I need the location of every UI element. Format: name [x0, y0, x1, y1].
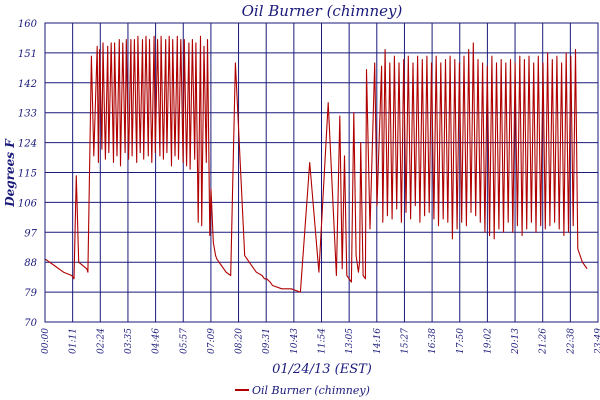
x-tick-label: 00:00 [41, 328, 51, 354]
y-tick-label: 79 [24, 288, 37, 299]
y-tick-label: 115 [18, 169, 37, 180]
legend-label: Oil Burner (chimney) [252, 384, 370, 397]
y-tick-label: 151 [18, 49, 37, 60]
y-tick-label: 160 [18, 19, 38, 30]
x-tick-label: 03:35 [124, 328, 134, 354]
x-tick-labels: 00:00 01:11 02:24 03:35 04:46 05:57 07:09 08:20… [41, 328, 600, 355]
y-tick-label: 88 [24, 258, 37, 269]
x-tick-label: 19:02 [483, 328, 493, 354]
y-tick-label: 97 [24, 228, 37, 239]
chart-title: Oil Burner (chimney) [242, 2, 403, 20]
x-tick-label: 21:26 [539, 328, 549, 355]
x-tick-label: 07:09 [207, 328, 217, 354]
y-axis-label: Degrees F [3, 138, 17, 208]
x-tick-label: 10:43 [290, 328, 300, 354]
x-tick-label: 08:20 [235, 328, 245, 354]
x-tick-label: 15:27 [400, 328, 410, 354]
y-tick-label: 124 [18, 139, 37, 150]
x-tick-label: 09:31 [262, 328, 272, 354]
x-tick-label: 17:50 [456, 328, 466, 354]
x-tick-label: 11:54 [318, 328, 328, 354]
series-layer [44, 35, 588, 293]
series-line-0 [44, 35, 588, 293]
y-tick-label: 70 [24, 318, 37, 329]
x-tick-label: 01:11 [69, 328, 79, 354]
plot-frame [44, 22, 599, 323]
x-tick-label: 16:38 [428, 328, 438, 354]
x-tick-label: 02:24 [96, 328, 106, 354]
x-tick-label: 05:57 [179, 328, 189, 354]
x-tick-label: 22:38 [566, 328, 576, 355]
x-tick-label: 04:46 [152, 328, 162, 354]
legend: Oil Burner (chimney) [235, 384, 370, 397]
x-tick-label: 13:05 [345, 328, 355, 354]
x-axis-label: 01/24/13 (EST) [272, 362, 372, 377]
y-tick-label: 106 [18, 198, 38, 209]
x-tick-label: 23:49 [594, 328, 600, 355]
y-tick-label: 133 [18, 109, 37, 120]
x-tick-label: 14:16 [373, 328, 383, 354]
y-tick-labels: 70 79 88 97 106 115 124 133 142 151 160 [18, 19, 38, 329]
x-tick-label: 20:13 [511, 328, 521, 355]
y-tick-label: 142 [18, 79, 37, 90]
